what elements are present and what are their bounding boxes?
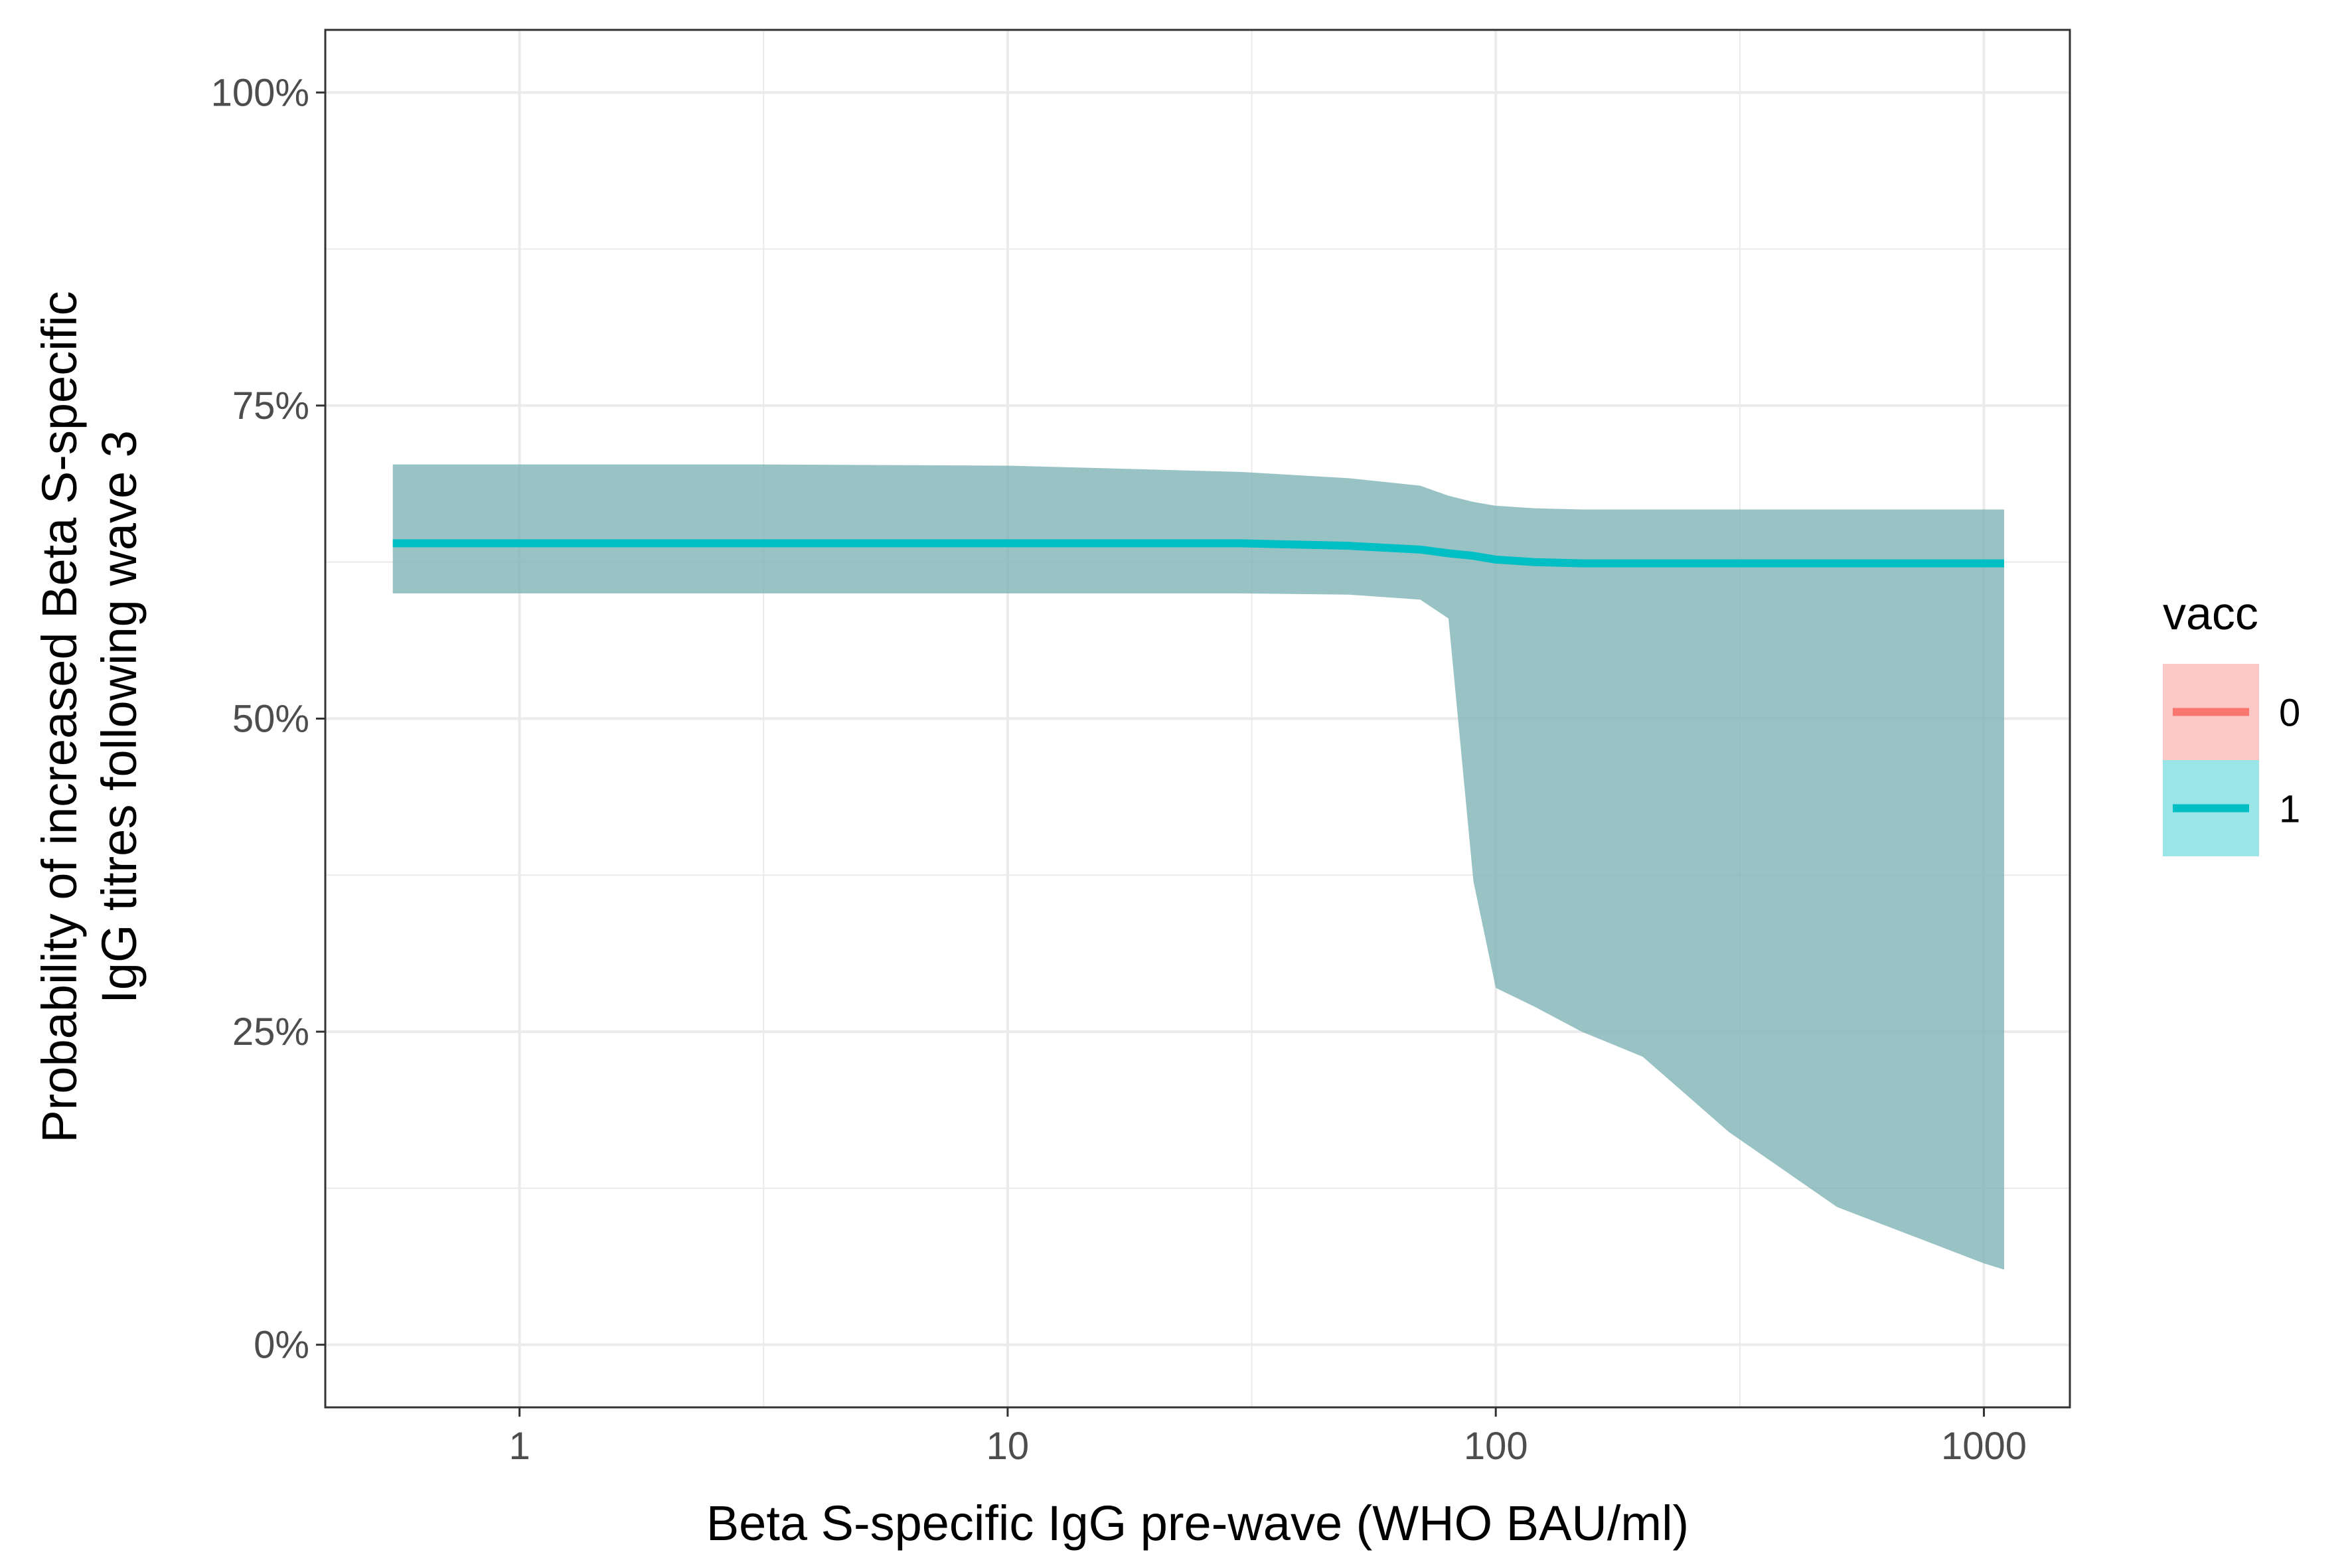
legend-label: 0 (2279, 692, 2300, 735)
series-lines (392, 539, 2004, 568)
confidence-ribbon-series-1 (392, 464, 2004, 1270)
y-axis-title-line-1: Probability of increased Beta S-specific (32, 291, 87, 1142)
x-tick-label: 1000 (1941, 1425, 2027, 1468)
legend-title: vacc (2163, 588, 2258, 639)
y-tick-label: 0% (254, 1324, 309, 1367)
x-axis-title: Beta S-specific IgG pre-wave (WHO BAU/ml… (706, 1496, 1689, 1551)
legend-key-1: 1 (2163, 760, 2300, 856)
y-axis: 0% 25% 50% 75% 100% (211, 71, 325, 1367)
series-line-1 (392, 539, 2004, 568)
legend: vacc 0 1 (2163, 588, 2300, 856)
y-tick-label: 25% (232, 1010, 309, 1054)
confidence-ribbons (392, 464, 2004, 1270)
x-axis: 1 10 100 1000 (509, 1407, 2027, 1468)
y-axis-title-line-2: IgG titres following wave 3 (92, 430, 147, 1004)
y-tick-label: 75% (232, 384, 309, 428)
legend-key-0: 0 (2163, 664, 2300, 760)
x-tick-label: 1 (509, 1425, 530, 1468)
y-tick-label: 100% (211, 71, 309, 114)
y-axis-title: Probability of increased Beta S-specific… (32, 291, 147, 1142)
y-tick-label: 50% (232, 698, 309, 741)
x-tick-label: 10 (986, 1425, 1030, 1468)
legend-label: 1 (2279, 788, 2300, 831)
x-tick-label: 100 (1464, 1425, 1528, 1468)
